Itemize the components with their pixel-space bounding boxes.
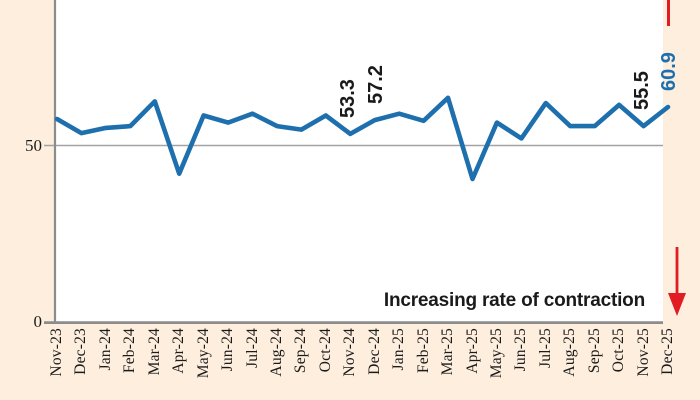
x-axis-label: Jul-25 <box>536 328 554 368</box>
x-axis-label: Apr-24 <box>170 328 188 374</box>
x-axis-label: Jul-24 <box>243 328 261 368</box>
plot-area <box>56 0 663 322</box>
x-axis-label: Mar-25 <box>439 328 456 376</box>
x-axis-label: Feb-24 <box>121 328 139 374</box>
x-axis-label: Dec-25 <box>659 328 676 375</box>
x-axis-label: Jun-24 <box>219 328 237 372</box>
x-axis-label: Feb-25 <box>414 328 432 374</box>
x-axis-label: Jan-24 <box>96 328 114 371</box>
data-point-label: 57.2 <box>364 65 387 105</box>
down-arrow-icon <box>668 247 686 316</box>
x-axis-label: Sep-25 <box>585 328 603 374</box>
data-point-label: 60.9 <box>658 52 680 91</box>
x-axis-label: Mar-24 <box>145 328 163 376</box>
x-axis-label: Dec-24 <box>365 328 383 375</box>
annotation-text: Increasing rate of contraction <box>383 290 645 311</box>
x-axis-label: Oct-25 <box>610 328 628 373</box>
x-axis-label: Nov-25 <box>634 328 652 377</box>
y-tick-label-0: 0 <box>33 312 43 331</box>
x-axis-label: Dec-23 <box>72 328 90 375</box>
x-axis-label: Nov-23 <box>48 328 65 377</box>
x-axis-label: Apr-25 <box>463 328 481 374</box>
x-axis-label: Sep-24 <box>292 328 310 374</box>
y-tick-label-50: 50 <box>25 136 42 155</box>
x-axis-label: Jan-25 <box>390 328 408 371</box>
x-axis-label: Nov-24 <box>341 328 359 377</box>
x-axis-label: May-25 <box>487 328 505 379</box>
x-axis-label: Jun-25 <box>512 328 530 372</box>
data-point-label: 53.3 <box>337 78 360 118</box>
x-axis-label: Aug-25 <box>561 328 579 377</box>
pmi-series-line <box>54 95 671 182</box>
x-axis-label: Oct-24 <box>316 328 334 373</box>
x-axis-label: May-24 <box>194 328 212 379</box>
data-point-label: 55.5 <box>630 71 653 111</box>
x-axis-label: Aug-24 <box>268 328 285 377</box>
